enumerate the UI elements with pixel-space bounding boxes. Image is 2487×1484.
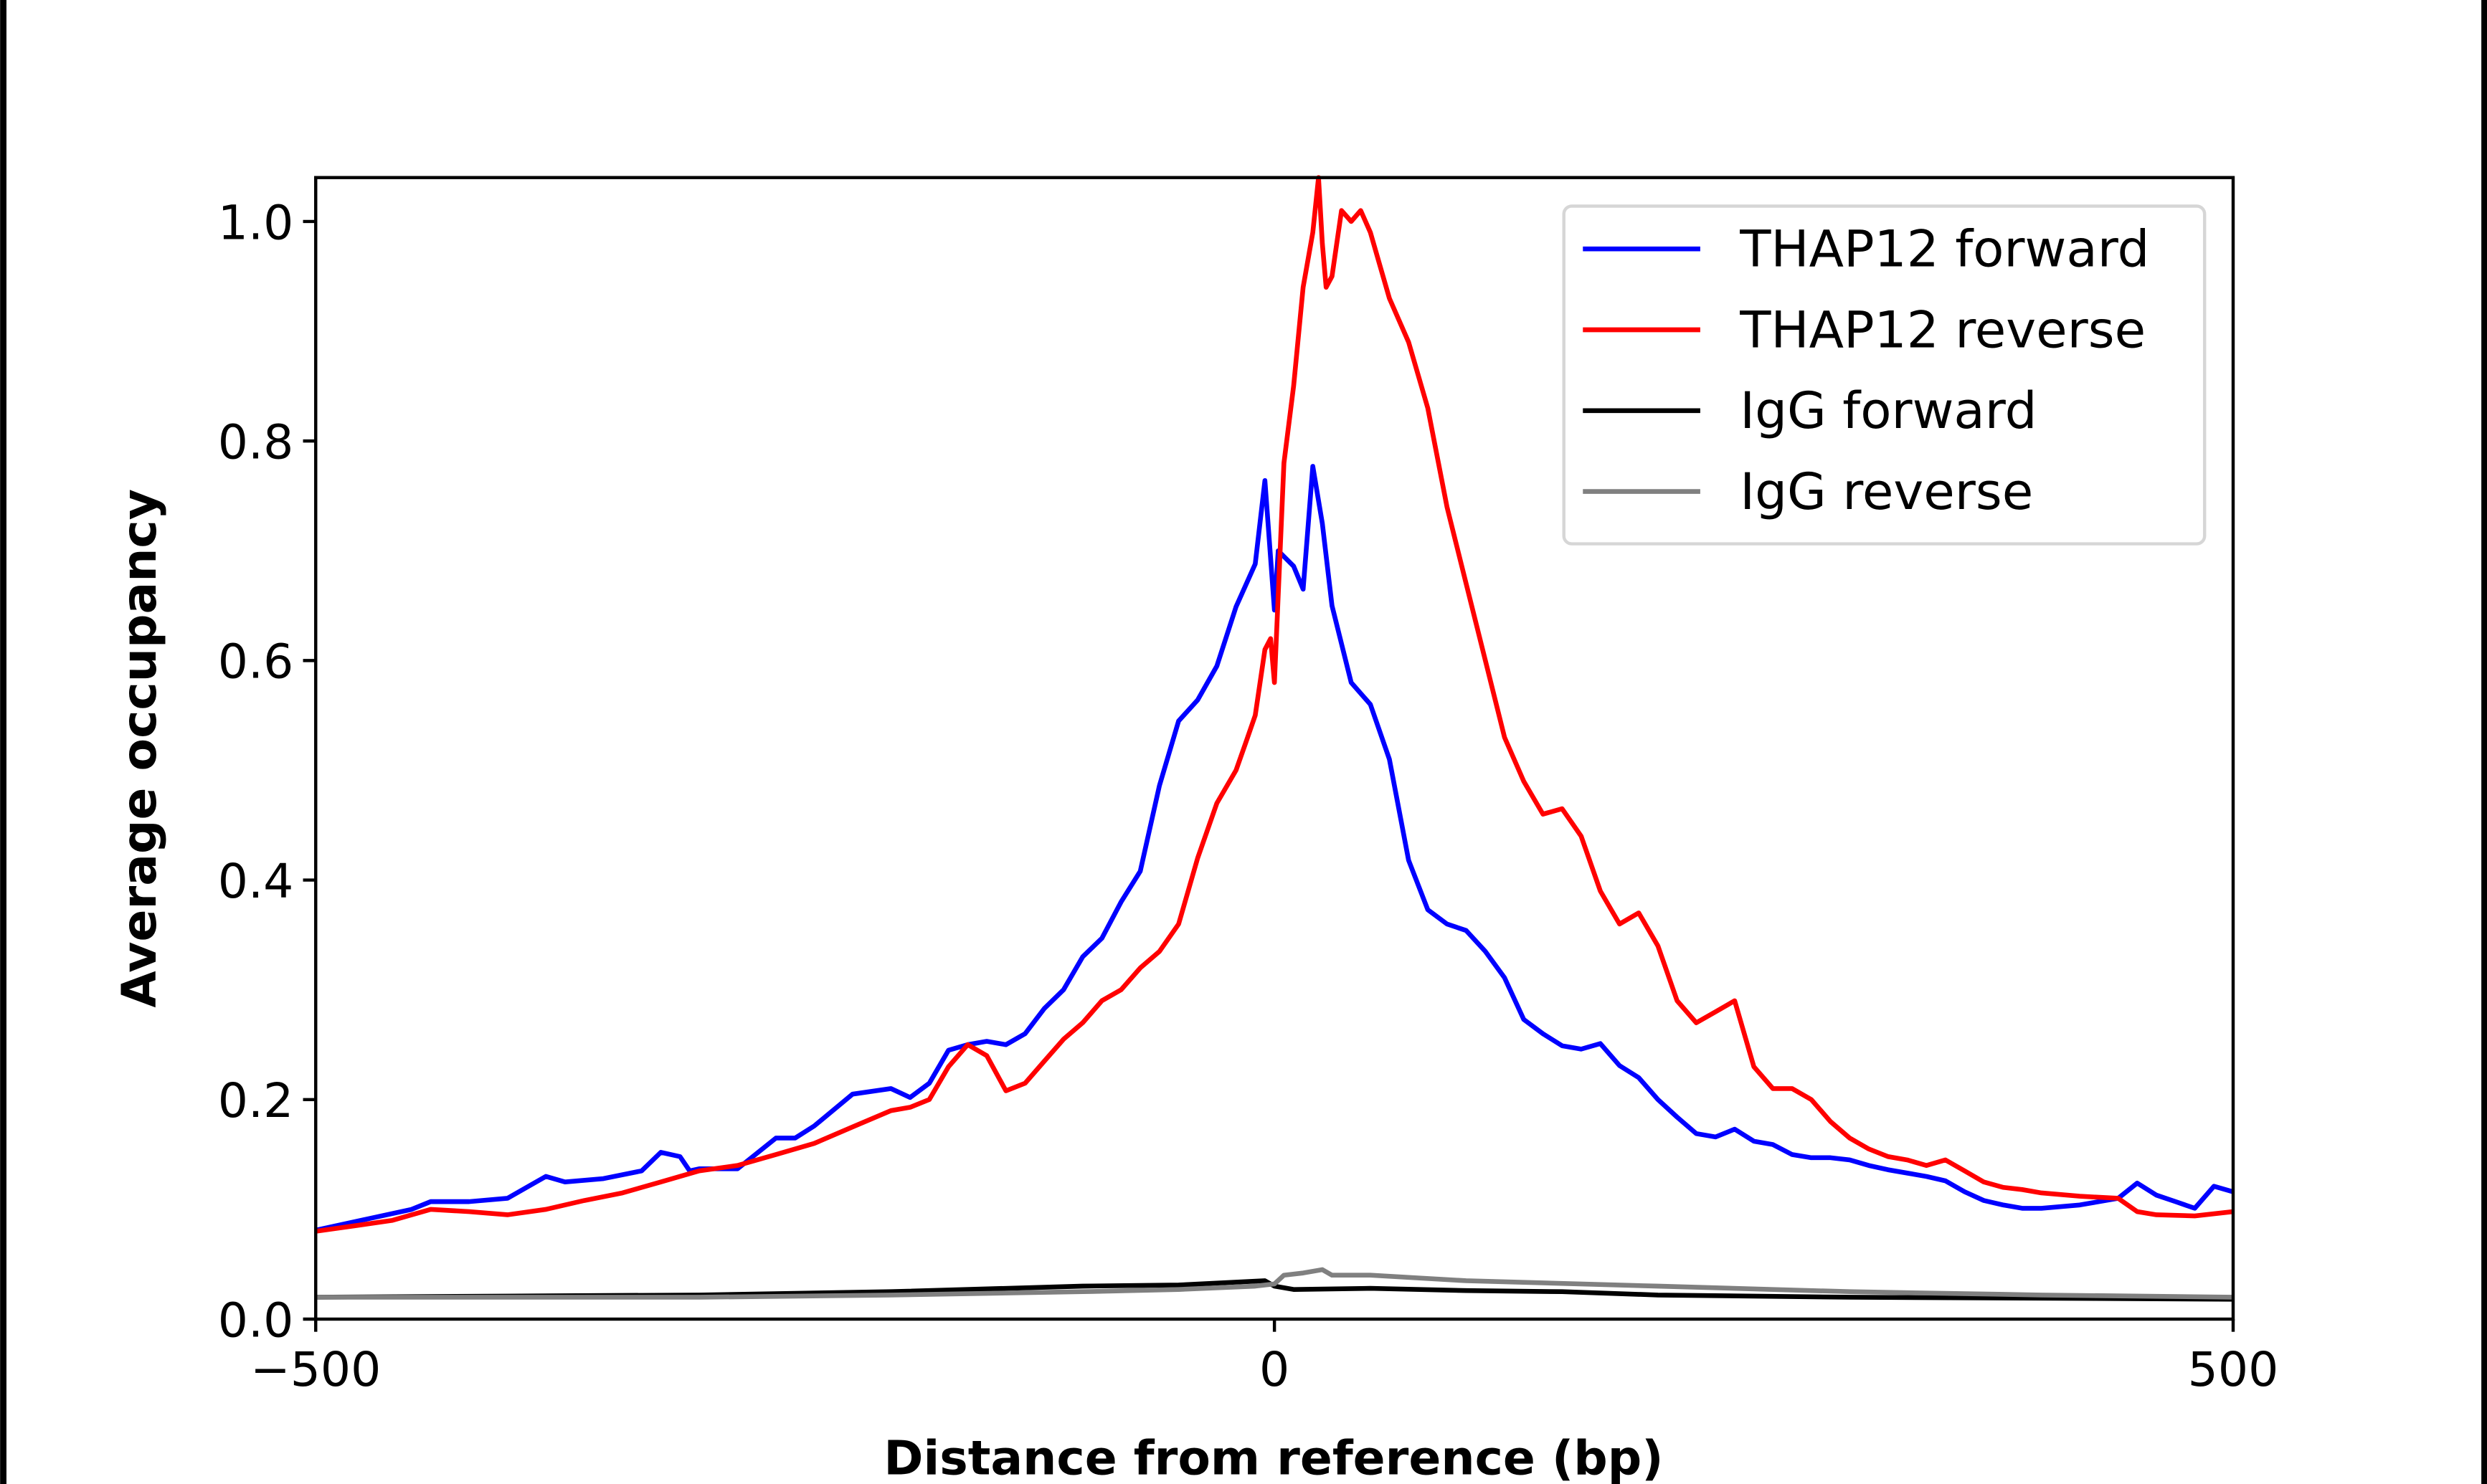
x-tick-label: −500 <box>250 1341 381 1397</box>
legend-label: THAP12 reverse <box>1739 300 2146 359</box>
series-line-igg-reverse <box>316 1267 2234 1300</box>
y-axis: 0.0 0.2 0.4 0.6 0.8 1.0 <box>218 194 316 1348</box>
x-axis: −500 0 500 <box>250 1319 2278 1397</box>
legend-item: THAP12 forward <box>1583 219 2149 279</box>
legend-item: THAP12 reverse <box>1583 300 2146 359</box>
y-tick-label: 0.4 <box>218 853 293 909</box>
x-tick-label: 0 <box>1259 1341 1289 1397</box>
legend-label: IgG reverse <box>1740 462 2033 521</box>
y-tick-label: 0.0 <box>218 1292 293 1348</box>
left-border <box>0 0 7 1484</box>
y-tick-label: 1.0 <box>218 194 293 250</box>
series-line-thap12-forward <box>315 464 2234 1233</box>
series-lines <box>315 175 2234 1302</box>
legend-box <box>1562 204 2207 546</box>
legend-label: IgG forward <box>1740 381 2037 440</box>
y-axis-label: Average occupancy <box>111 489 167 1008</box>
x-tick-label: 500 <box>2188 1341 2279 1397</box>
y-tick-label: 0.2 <box>218 1072 293 1128</box>
legend-item: IgG forward <box>1583 381 2037 440</box>
y-tick-label: 0.6 <box>218 634 293 690</box>
series-line-thap12-reverse <box>315 175 2234 1234</box>
legend-item: IgG reverse <box>1583 462 2033 521</box>
x-axis-label: Distance from reference (bp) <box>884 1430 1663 1484</box>
series-line-igg-forward <box>316 1278 2234 1302</box>
right-border <box>2481 0 2487 1484</box>
legend-label: THAP12 forward <box>1739 219 2149 279</box>
y-tick-label: 0.8 <box>218 414 293 470</box>
legend: THAP12 forward THAP12 reverse IgG forward I… <box>1562 204 2207 546</box>
